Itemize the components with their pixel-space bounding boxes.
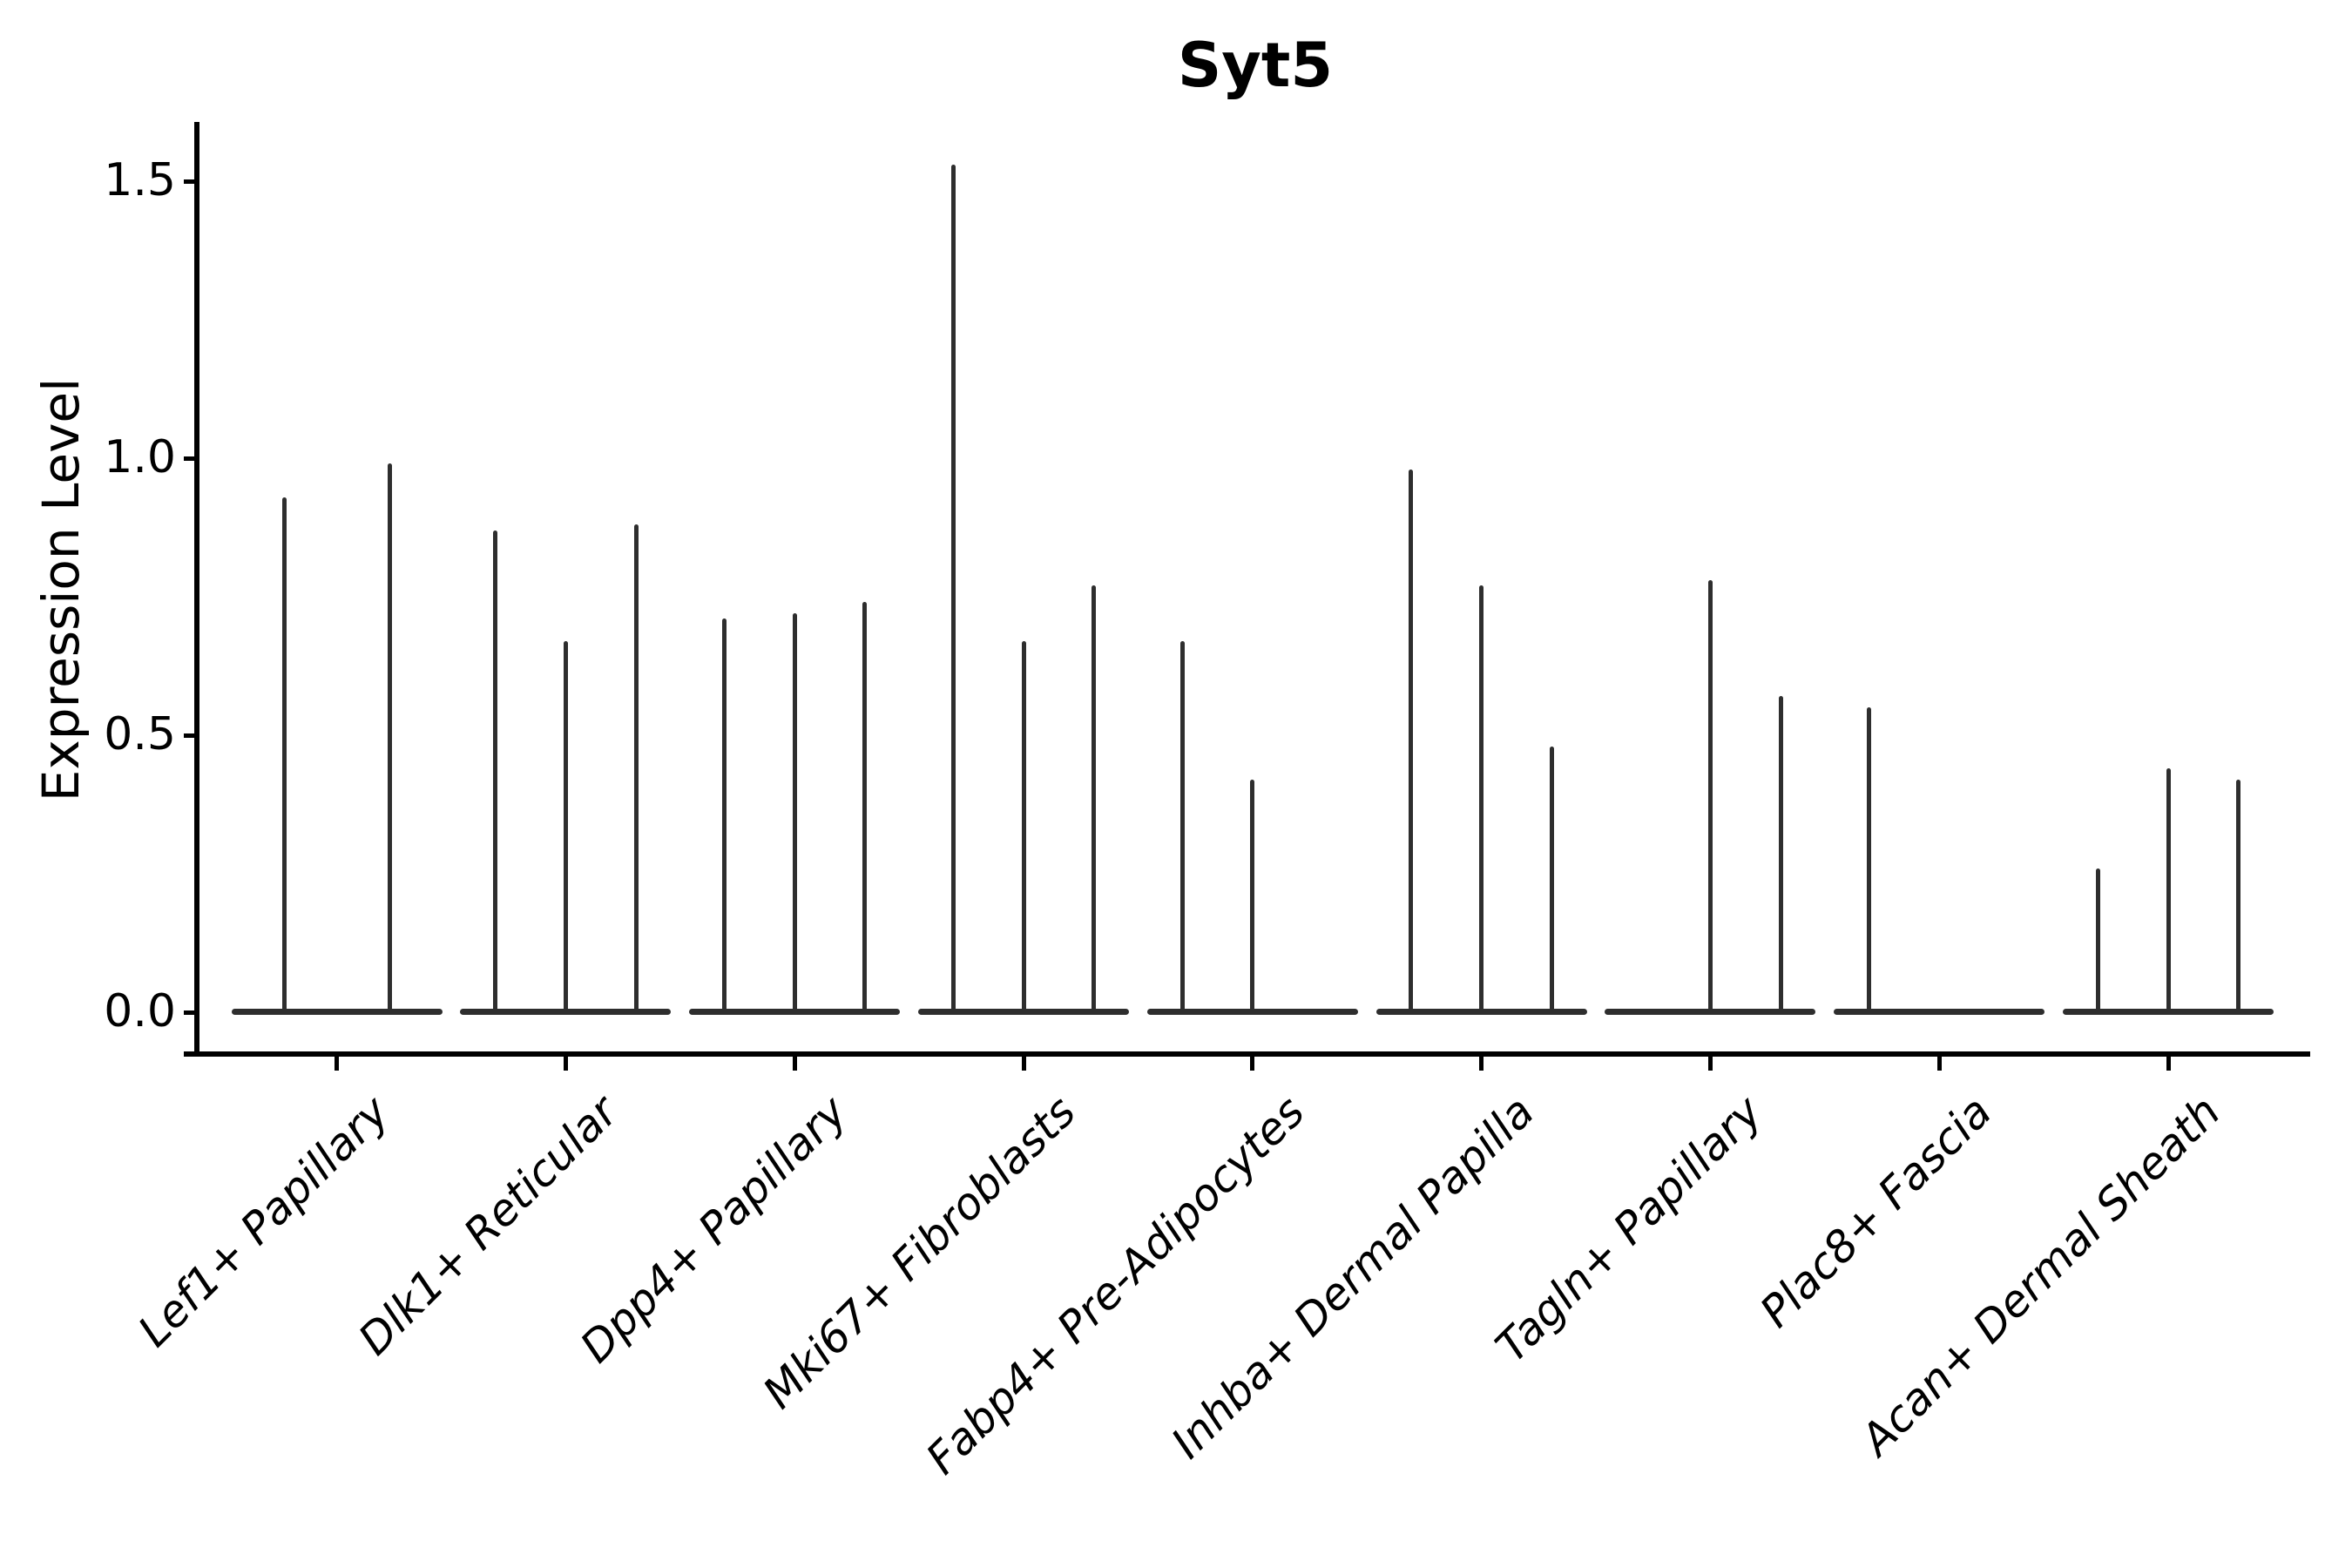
x-tick bbox=[792, 1057, 797, 1071]
x-tick bbox=[563, 1057, 568, 1071]
violin-spike bbox=[1867, 707, 1872, 1014]
violin-spike bbox=[281, 497, 287, 1014]
y-tick bbox=[184, 1010, 195, 1015]
violin-spike bbox=[1549, 746, 1554, 1014]
x-tick-label: Inhba+ Dermal Papilla bbox=[1161, 1086, 1544, 1469]
chart-title: Syt5 bbox=[1177, 30, 1334, 101]
violin-spike bbox=[1479, 585, 1484, 1014]
y-tick bbox=[184, 733, 195, 738]
y-tick bbox=[184, 456, 195, 461]
violin-spike bbox=[2236, 779, 2241, 1014]
x-tick-label: Fabp4+ Pre-Adipocytes bbox=[916, 1086, 1315, 1484]
violin-spike bbox=[563, 640, 568, 1014]
y-axis-spine bbox=[194, 122, 199, 1057]
violin-spike bbox=[2166, 768, 2171, 1014]
violin-spike bbox=[493, 530, 498, 1014]
y-axis-label: Expression Level bbox=[31, 377, 91, 802]
x-tick-label: Plac8+ Fascia bbox=[1750, 1086, 2002, 1337]
violin-spike bbox=[1778, 696, 1783, 1014]
x-axis-spine bbox=[184, 1051, 2310, 1057]
x-tick bbox=[1021, 1057, 1026, 1071]
violin-spike bbox=[1092, 585, 1097, 1014]
violin-spike bbox=[950, 164, 956, 1014]
y-tick-label: 0.0 bbox=[104, 984, 176, 1037]
x-tick-label: Lef1+ Papillary bbox=[128, 1086, 399, 1357]
x-tick bbox=[335, 1057, 340, 1071]
violin-spike bbox=[2095, 868, 2100, 1014]
y-tick-label: 1.5 bbox=[104, 153, 176, 206]
violin-baseline bbox=[231, 1008, 443, 1015]
violin-spike bbox=[1179, 640, 1185, 1014]
x-tick bbox=[1250, 1057, 1255, 1071]
violin-spike bbox=[862, 602, 868, 1014]
y-tick bbox=[184, 179, 195, 184]
violin-spike bbox=[387, 463, 392, 1014]
x-tick bbox=[1479, 1057, 1484, 1071]
y-tick-label: 0.5 bbox=[104, 707, 176, 760]
x-tick bbox=[1936, 1057, 1942, 1071]
violin-spike bbox=[792, 613, 797, 1014]
violin-spike bbox=[1250, 779, 1255, 1014]
violin-spike bbox=[722, 618, 727, 1014]
violin-spike bbox=[633, 524, 639, 1014]
y-tick-label: 1.0 bbox=[104, 430, 176, 483]
x-tick bbox=[2166, 1057, 2171, 1071]
violin-baseline bbox=[1834, 1008, 2045, 1015]
x-tick bbox=[1707, 1057, 1713, 1071]
violin-spike bbox=[1021, 640, 1026, 1014]
violin-spike bbox=[1409, 469, 1414, 1014]
violin-spike bbox=[1707, 579, 1713, 1014]
